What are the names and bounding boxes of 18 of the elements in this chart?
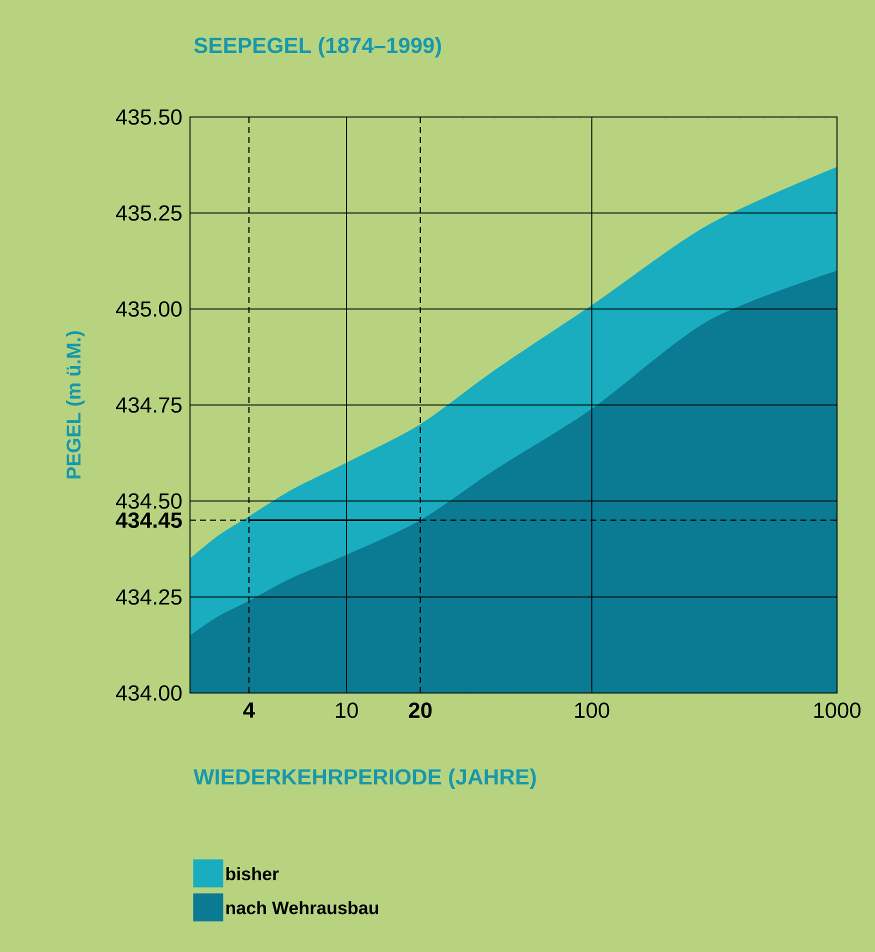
- y-tick-label: 434.45: [116, 512, 182, 528]
- y-axis-title: PEGEL (m ü.M.): [66, 331, 85, 478]
- legend-label: nach Wehrausbau: [226, 901, 378, 914]
- x-tick-label: 1000: [814, 702, 861, 718]
- x-tick-label: 10: [336, 702, 358, 718]
- chart-title: SEEPEGEL (1874–1999): [194, 37, 441, 58]
- y-tick-label: 435.00: [116, 301, 182, 317]
- y-tick-label: 434.50: [116, 493, 182, 509]
- y-tick-label: 434.25: [116, 589, 182, 605]
- x-tick-label: 20: [408, 702, 432, 718]
- y-tick-label: 434.00: [116, 685, 182, 701]
- x-tick-label: 4: [243, 702, 255, 718]
- y-tick-label: 434.75: [116, 397, 182, 413]
- y-tick-label: 435.25: [116, 205, 182, 221]
- x-tick-label: 100: [575, 702, 610, 718]
- y-tick-label: 435.50: [116, 109, 182, 125]
- x-axis-title: WIEDERKEHRPERIODE (JAHRE): [194, 768, 536, 789]
- legend-label: bisher: [226, 867, 279, 880]
